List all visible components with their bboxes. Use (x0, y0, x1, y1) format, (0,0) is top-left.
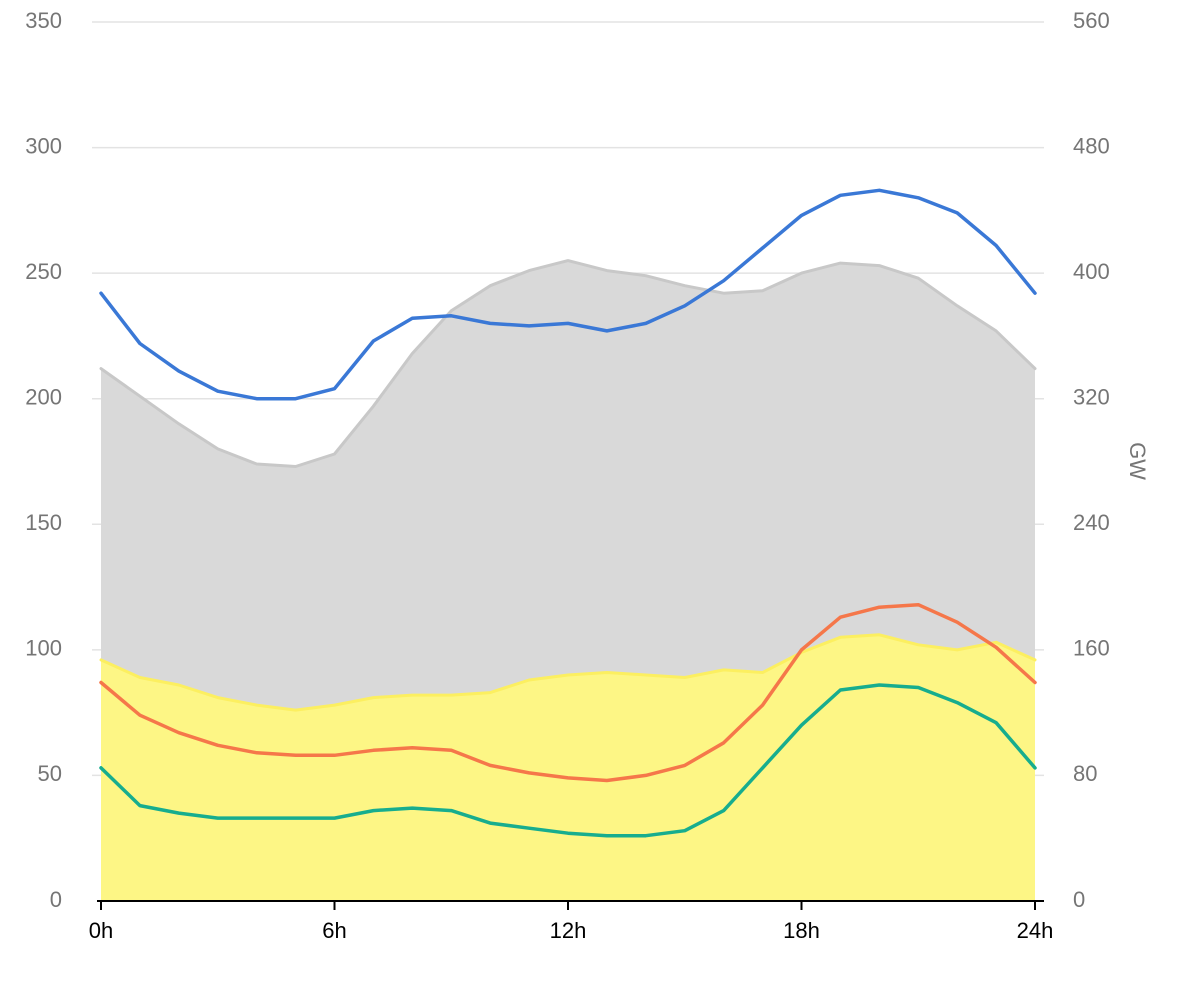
x-tick-label: 24h (1017, 918, 1054, 943)
right-tick-label: 480 (1073, 133, 1110, 158)
area-series (99, 259, 1037, 902)
left-tick-label: 200 (25, 385, 62, 410)
right-tick-label: 240 (1073, 510, 1110, 535)
left-tick-label: 350 (25, 8, 62, 33)
line-series (99, 188, 1037, 838)
x-tick-label: 18h (783, 918, 820, 943)
area-series-0-edge (99, 259, 1037, 468)
x-tick-label: 6h (322, 918, 346, 943)
left-tick-label: 100 (25, 636, 62, 661)
x-axis: 0h 6h 12h 18h 24h (89, 900, 1054, 943)
line-series-2 (99, 188, 1037, 401)
line-series-4 (99, 683, 1037, 838)
right-y-axis: 0 80 160 240 320 400 480 560 (1073, 8, 1110, 912)
right-tick-label: 560 (1073, 8, 1110, 33)
left-tick-label: 250 (25, 259, 62, 284)
line-series-3 (99, 602, 1037, 783)
right-tick-label: 320 (1073, 385, 1110, 410)
left-tick-label: 50 (38, 761, 62, 786)
area-series-1-fill (101, 634, 1035, 901)
x-tick-label: 0h (89, 918, 113, 943)
right-tick-label: 160 (1073, 636, 1110, 661)
left-tick-label: 0 (50, 887, 62, 912)
left-y-axis: 0 50 100 150 200 250 300 350 (25, 8, 62, 912)
right-tick-label: 400 (1073, 259, 1110, 284)
right-axis-title: GW (1125, 442, 1150, 480)
area-series-1-edge (99, 633, 1037, 712)
right-tick-label: 0 (1073, 887, 1085, 912)
left-tick-label: 150 (25, 510, 62, 535)
left-tick-label: 300 (25, 133, 62, 158)
x-tick-label: 12h (550, 918, 587, 943)
right-tick-label: 80 (1073, 761, 1097, 786)
